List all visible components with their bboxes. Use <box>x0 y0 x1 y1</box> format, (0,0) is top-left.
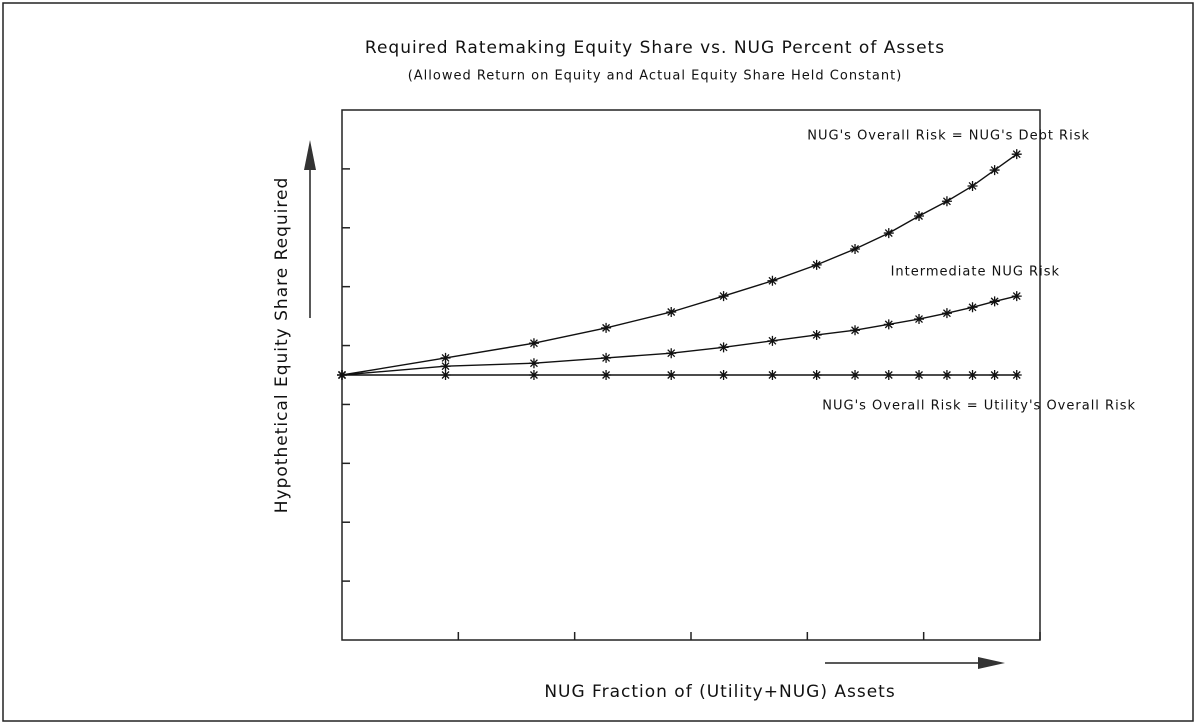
marker <box>767 335 778 346</box>
series-annotation: NUG's Overall Risk = Utility's Overall R… <box>822 399 1136 414</box>
marker <box>850 370 861 380</box>
y-axis-label: Hypothetical Equity Share Required <box>272 177 292 514</box>
marker <box>528 358 539 369</box>
marker <box>718 370 729 380</box>
marker <box>914 211 925 221</box>
marker <box>601 322 612 333</box>
marker <box>718 291 729 302</box>
marker <box>811 329 822 340</box>
marker <box>528 338 539 349</box>
marker <box>989 296 1000 307</box>
marker <box>850 243 861 254</box>
marker <box>941 196 952 207</box>
marker <box>718 342 729 353</box>
marker <box>989 165 1000 176</box>
x-arrow-head <box>978 657 1005 669</box>
marker <box>440 361 451 372</box>
marker <box>941 308 952 319</box>
series-annotation: NUG's Overall Risk = NUG's Debt Risk <box>807 129 1090 144</box>
marker <box>1011 370 1022 380</box>
marker <box>528 370 539 380</box>
x-axis-label: NUG Fraction of (Utility+NUG) Assets <box>544 682 895 702</box>
marker <box>967 370 978 380</box>
marker <box>1011 149 1022 160</box>
marker <box>850 325 861 336</box>
marker <box>967 180 978 191</box>
marker <box>440 370 451 380</box>
marker <box>914 314 925 325</box>
marker <box>941 370 952 380</box>
series-annotation: Intermediate NUG Risk <box>891 265 1060 280</box>
chart-subtitle: (Allowed Return on Equity and Actual Equ… <box>408 69 903 84</box>
marker <box>811 370 822 380</box>
marker <box>883 228 894 239</box>
marker <box>767 275 778 286</box>
marker <box>767 370 778 380</box>
marker <box>601 352 612 363</box>
marker <box>811 259 822 270</box>
marker <box>666 348 677 359</box>
marker <box>440 352 451 363</box>
marker <box>883 319 894 330</box>
marker <box>989 370 1000 380</box>
marker <box>1011 291 1022 302</box>
marker <box>914 370 925 380</box>
marker <box>967 302 978 313</box>
marker <box>666 306 677 317</box>
marker <box>883 370 894 380</box>
y-arrow-head <box>304 140 316 170</box>
marker <box>666 370 677 380</box>
marker <box>601 370 612 380</box>
chart-title: Required Ratemaking Equity Share vs. NUG… <box>365 38 945 58</box>
marker <box>337 370 347 380</box>
